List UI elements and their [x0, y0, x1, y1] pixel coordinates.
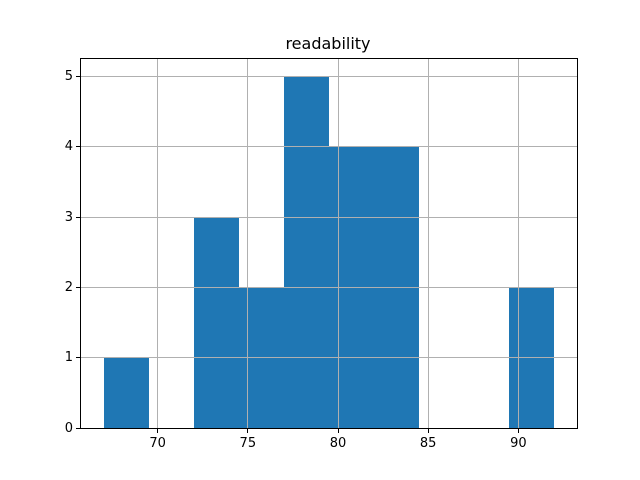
gridline-horizontal: [81, 357, 577, 359]
gridline-horizontal: [81, 76, 577, 78]
gridline-horizontal: [81, 216, 577, 218]
y-tick-label: 1: [64, 350, 73, 366]
gridline-vertical: [337, 59, 339, 428]
chart-title: readability: [285, 34, 371, 53]
y-tick-mark: [76, 286, 80, 288]
y-tick-mark: [76, 216, 80, 218]
x-tick-label: 80: [329, 436, 347, 451]
x-tick-mark: [337, 429, 339, 433]
y-tick-mark: [76, 76, 80, 78]
histogram-bar: [283, 76, 329, 428]
y-tick-label: 5: [64, 69, 73, 85]
x-tick-mark: [427, 429, 429, 433]
x-tick-label: 70: [149, 436, 166, 451]
y-tick-label: 0: [64, 420, 73, 436]
x-tick-mark: [247, 429, 249, 433]
y-tick-mark: [76, 146, 80, 148]
x-tick-label: 90: [510, 436, 527, 451]
y-tick-label: 2: [64, 279, 73, 295]
x-tick-mark: [157, 429, 159, 433]
gridline-vertical: [247, 59, 249, 428]
histogram-bar: [103, 357, 149, 428]
x-tick-label: 75: [239, 436, 257, 451]
grid-layer: [81, 59, 577, 428]
y-tick-mark: [76, 357, 80, 359]
gridline-vertical: [517, 59, 519, 428]
y-tick-label: 4: [64, 139, 73, 155]
histogram-bar: [193, 217, 239, 428]
x-tick-mark: [517, 429, 519, 433]
gridline-vertical: [427, 59, 429, 428]
x-tick-label: 85: [419, 436, 437, 451]
plot-area: [80, 58, 578, 429]
gridline-vertical: [157, 59, 159, 428]
gridline-horizontal: [81, 146, 577, 148]
gridline-horizontal: [81, 286, 577, 288]
y-tick-mark: [76, 427, 80, 429]
y-tick-label: 3: [64, 209, 73, 225]
